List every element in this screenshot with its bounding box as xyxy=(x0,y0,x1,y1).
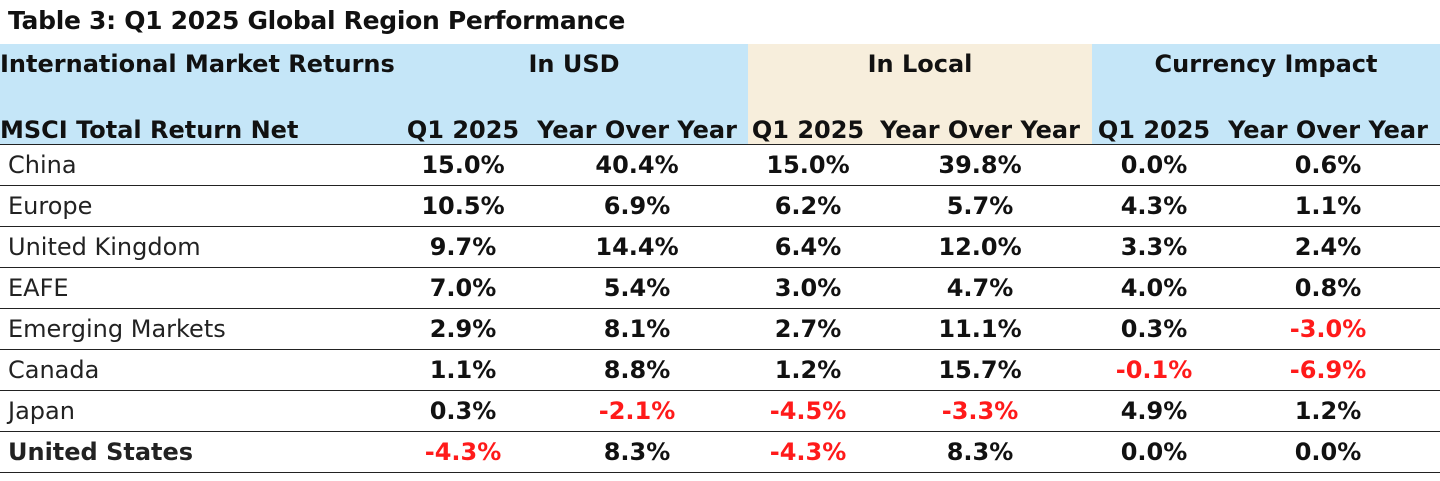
table-row: Japan 0.3% -2.1% -4.5% -3.3% 4.9% 1.2% xyxy=(0,390,1440,432)
value-cell: 4.0% xyxy=(1092,267,1217,309)
value-cell: 0.0% xyxy=(1092,431,1217,473)
performance-table: International Market Returns In USD In L… xyxy=(0,44,1440,473)
value-cell: 15.0% xyxy=(748,144,869,186)
value-cell: 15.0% xyxy=(400,144,526,186)
value-cell: 7.0% xyxy=(400,267,526,309)
value-cell: 6.9% xyxy=(526,185,749,227)
value-cell: 5.4% xyxy=(526,267,749,309)
table-title: Table 3: Q1 2025 Global Region Performan… xyxy=(8,6,626,35)
value-cell: 1.2% xyxy=(748,349,869,391)
column-header: Year Over Year xyxy=(526,84,749,145)
value-cell: 0.3% xyxy=(1092,308,1217,350)
value-cell: 2.7% xyxy=(748,308,869,350)
table-row: Emerging Markets 2.9% 8.1% 2.7% 11.1% 0.… xyxy=(0,308,1440,350)
value-cell: 10.5% xyxy=(400,185,526,227)
value-cell: 2.9% xyxy=(400,308,526,350)
table-row: Europe 10.5% 6.9% 6.2% 5.7% 4.3% 1.1% xyxy=(0,185,1440,227)
value-cell: -4.3% xyxy=(748,431,869,473)
column-header: Q1 2025 xyxy=(748,84,869,145)
header-row-groups: International Market Returns In USD In L… xyxy=(0,44,1440,84)
value-cell: 9.7% xyxy=(400,226,526,268)
value-cell: 40.4% xyxy=(526,144,749,186)
value-cell: 15.7% xyxy=(868,349,1093,391)
table-row: Canada 1.1% 8.8% 1.2% 15.7% -0.1% -6.9% xyxy=(0,349,1440,391)
value-cell: 1.1% xyxy=(1216,185,1440,227)
value-cell: 0.6% xyxy=(1216,144,1440,186)
column-header: Q1 2025 xyxy=(400,84,526,145)
table-row: United Kingdom 9.7% 14.4% 6.4% 12.0% 3.3… xyxy=(0,226,1440,268)
value-cell: -3.0% xyxy=(1216,308,1440,350)
value-cell: 0.3% xyxy=(400,390,526,432)
table-row: China 15.0% 40.4% 15.0% 39.8% 0.0% 0.6% xyxy=(0,144,1440,186)
value-cell: 5.7% xyxy=(868,185,1093,227)
value-cell: 4.3% xyxy=(1092,185,1217,227)
table-body: China 15.0% 40.4% 15.0% 39.8% 0.0% 0.6% … xyxy=(0,144,1440,473)
value-cell: 4.7% xyxy=(868,267,1093,309)
group-header-local: In Local xyxy=(748,44,1093,84)
value-cell: 8.3% xyxy=(526,431,749,473)
value-cell: 8.8% xyxy=(526,349,749,391)
value-cell: 0.8% xyxy=(1216,267,1440,309)
value-cell: -4.3% xyxy=(400,431,526,473)
value-cell: 6.4% xyxy=(748,226,869,268)
value-cell: -2.1% xyxy=(526,390,749,432)
value-cell: 11.1% xyxy=(868,308,1093,350)
value-cell: 14.4% xyxy=(526,226,749,268)
value-cell: 3.3% xyxy=(1092,226,1217,268)
header-label-bottom: MSCI Total Return Net xyxy=(0,84,400,145)
region-name: China xyxy=(0,144,400,186)
value-cell: 4.9% xyxy=(1092,390,1217,432)
region-name: Japan xyxy=(0,390,400,432)
value-cell: 8.1% xyxy=(526,308,749,350)
column-header: Q1 2025 xyxy=(1092,84,1217,145)
value-cell: 39.8% xyxy=(868,144,1093,186)
value-cell: -0.1% xyxy=(1092,349,1217,391)
region-name: EAFE xyxy=(0,267,400,309)
group-header-currency: Currency Impact xyxy=(1092,44,1440,84)
value-cell: -4.5% xyxy=(748,390,869,432)
table-row-total: United States -4.3% 8.3% -4.3% 8.3% 0.0%… xyxy=(0,431,1440,473)
header-label-top: International Market Returns xyxy=(0,44,400,84)
header-row-columns: MSCI Total Return Net Q1 2025 Year Over … xyxy=(0,84,1440,145)
region-name: Canada xyxy=(0,349,400,391)
value-cell: 0.0% xyxy=(1216,431,1440,473)
region-name: United States xyxy=(0,431,400,473)
table-row: EAFE 7.0% 5.4% 3.0% 4.7% 4.0% 0.8% xyxy=(0,267,1440,309)
value-cell: 6.2% xyxy=(748,185,869,227)
value-cell: -3.3% xyxy=(868,390,1093,432)
column-header: Year Over Year xyxy=(868,84,1093,145)
region-name: Emerging Markets xyxy=(0,308,400,350)
value-cell: 12.0% xyxy=(868,226,1093,268)
value-cell: 2.4% xyxy=(1216,226,1440,268)
value-cell: 8.3% xyxy=(868,431,1093,473)
region-name: Europe xyxy=(0,185,400,227)
value-cell: 1.2% xyxy=(1216,390,1440,432)
group-header-usd: In USD xyxy=(400,44,749,84)
value-cell: 0.0% xyxy=(1092,144,1217,186)
value-cell: 1.1% xyxy=(400,349,526,391)
column-header: Year Over Year xyxy=(1216,84,1440,145)
value-cell: -6.9% xyxy=(1216,349,1440,391)
value-cell: 3.0% xyxy=(748,267,869,309)
region-name: United Kingdom xyxy=(0,226,400,268)
